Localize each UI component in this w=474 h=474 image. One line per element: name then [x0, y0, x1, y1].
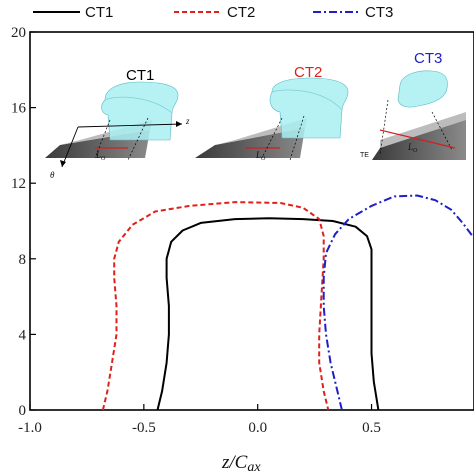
- inset-ct3-clearance-volume: [397, 70, 448, 108]
- x-tick-label: 0.5: [362, 420, 381, 436]
- x-tick-label: -1.0: [18, 420, 42, 436]
- y-tick-label: 4: [19, 327, 27, 343]
- inset-ct1: CT1 z θ LO: [45, 67, 190, 180]
- inset-ct1-clearance-volume: [101, 81, 179, 141]
- inset-ct2: CT2 LO: [195, 64, 349, 162]
- plot-frame: [29, 31, 474, 411]
- inset-ct2-hub: [195, 128, 305, 158]
- inset-ct3-lo-label: LO: [407, 142, 418, 154]
- inset-ct1-label: CT1: [126, 67, 154, 84]
- inset-ct2-lo-label: LO: [255, 150, 266, 162]
- inset-ct3-guide-1: [379, 99, 389, 156]
- inset-ct3-lo-line: [379, 129, 456, 149]
- series-layer: [101, 194, 474, 411]
- inset-ct3-guide-2: [431, 111, 453, 151]
- inset-ct2-label: CT2: [294, 64, 322, 81]
- inset-ct1-z-label: z: [185, 116, 190, 126]
- y-tick-label: 0: [19, 403, 27, 419]
- inset-ct3-te-label: TE: [360, 152, 369, 159]
- y-tick-label: 12: [11, 176, 26, 192]
- inset-ct1-z-arrow: [176, 121, 182, 127]
- series-line-ct2: [101, 201, 330, 411]
- y-tick-label: 16: [11, 101, 27, 117]
- inset-ct1-z-axis: [77, 123, 183, 128]
- y-tick-label: 8: [19, 252, 27, 268]
- inset-ct1-lo-label: LO: [95, 150, 106, 162]
- legend-label-ct1: CT1: [85, 4, 113, 21]
- legend-label-ct2: CT2: [227, 4, 255, 21]
- inset-ct1-guide-1: [94, 119, 111, 159]
- axis-layer: -1.0 -0.5 0.0 0.5 0 4 8 12 16 20: [11, 25, 381, 436]
- series-line-ct1: [156, 217, 380, 411]
- inset-ct1-theta-axis: [61, 126, 79, 168]
- inset-ct3: CT3 TE LO: [360, 50, 466, 160]
- x-axis-title: z/Cax: [221, 452, 261, 474]
- inset-ct2-clearance-top: [271, 89, 343, 111]
- y-tick-label: 20: [11, 25, 26, 41]
- inset-ct2-clearance-volume: [269, 77, 349, 139]
- inset-ct2-guide-1: [261, 117, 283, 159]
- legend-label-ct3: CT3: [365, 4, 393, 21]
- series-line-ct3: [322, 194, 474, 411]
- inset-ct1-clearance-top: [104, 96, 173, 114]
- inset-ct1-theta-label: θ: [50, 170, 55, 180]
- x-tick-label: -0.5: [132, 420, 156, 436]
- legend: CT1 CT2 CT3: [33, 4, 393, 21]
- inset-ct1-theta-arrow: [60, 160, 66, 167]
- inset-ct3-label: CT3: [414, 50, 442, 67]
- inset-ct3-blade-surface: [380, 112, 466, 148]
- x-tick-label: 0.0: [248, 420, 267, 436]
